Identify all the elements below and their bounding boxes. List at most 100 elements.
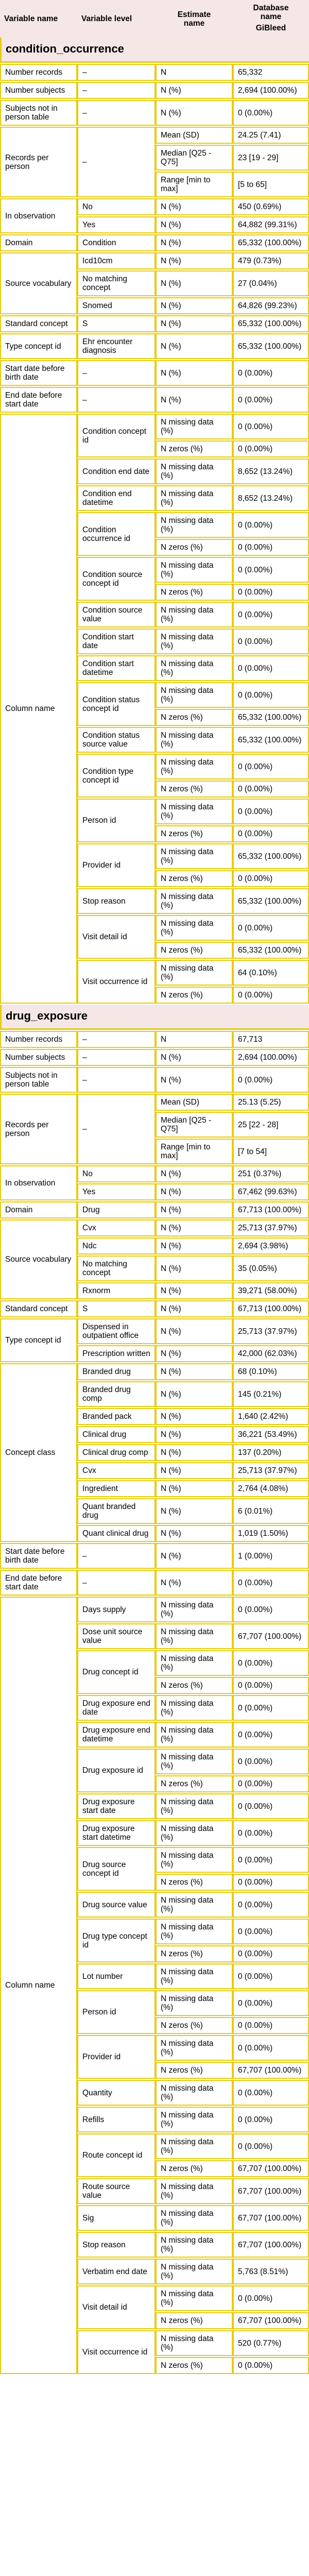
value-cell: 0 (0.00%) bbox=[233, 360, 309, 386]
estimate-name-cell: N zeros (%) bbox=[156, 942, 233, 959]
estimate-name-cell: N missing data (%) bbox=[156, 2232, 233, 2258]
estimate-name-cell: N (%) bbox=[156, 1543, 233, 1569]
table-row: Column name Condition concept id N missing… bbox=[0, 414, 309, 1004]
estimate-name-cell: N missing data (%) bbox=[156, 485, 233, 511]
table-row: Yes N (%) 67,462 (99.63%) bbox=[0, 1183, 309, 1200]
table-row: Drug exposure start date N missing data (… bbox=[0, 1793, 309, 1819]
estimate-name-cell: N (%) bbox=[156, 1300, 233, 1317]
value-cell: 0 (0.00%) bbox=[233, 602, 309, 628]
variable-level-cell: No matching concept bbox=[77, 1256, 156, 1281]
variable-name-cell: Domain bbox=[0, 1201, 77, 1218]
variable-level-cell: Condition occurrence id bbox=[77, 512, 156, 556]
variable-level-cell: Refills bbox=[77, 2107, 156, 2132]
value-cell: 25.13 (5.25) bbox=[233, 1094, 309, 1111]
section-header: condition_occurrence bbox=[0, 38, 309, 63]
value-cell: 67,462 (99.63%) bbox=[233, 1183, 309, 1200]
table-row: Drug source value N missing data (%) 0 (0.… bbox=[0, 1892, 309, 1918]
table-row: Condition start date N missing data (%) 0 … bbox=[0, 629, 309, 654]
table-row: Condition type concept id N missing data … bbox=[0, 754, 309, 798]
estimate-name-cell: N missing data (%) bbox=[156, 843, 233, 869]
variable-level-cell: – bbox=[77, 1031, 156, 1048]
estimate-name-cell: N zeros (%) bbox=[156, 1775, 233, 1792]
table-row: Condition source concept id N missing dat… bbox=[0, 557, 309, 601]
table-row: N zeros (%) 0 (0.00%) bbox=[0, 987, 309, 1004]
value-cell: 0 (0.00%) bbox=[233, 557, 309, 583]
table-row: Visit occurrence id N missing data (%) 520… bbox=[0, 2330, 309, 2374]
estimate-name-cell: N missing data (%) bbox=[156, 459, 233, 484]
value-cell: 65,332 (100.00%) bbox=[233, 843, 309, 869]
table-row: Yes N (%) 64,882 (99.31%) bbox=[0, 216, 309, 233]
variable-level-cell: Lot number bbox=[77, 1963, 156, 1989]
value-cell: 0 (0.00%) bbox=[233, 1892, 309, 1918]
variable-level-cell: Person id bbox=[77, 799, 156, 842]
value-cell: 0 (0.00%) bbox=[233, 1919, 309, 1944]
table-row: Number records – N 65,332 bbox=[0, 64, 309, 81]
database-name-spanner: Database name bbox=[253, 4, 289, 21]
variable-level-cell: Drug exposure start date bbox=[77, 1793, 156, 1819]
estimate-name-cell: N missing data (%) bbox=[156, 915, 233, 941]
variable-level-cell: No bbox=[77, 1165, 156, 1182]
value-cell: 42,000 (62.03%) bbox=[233, 1345, 309, 1362]
table-row: Median [Q25 - Q75] 25 [22 - 28] bbox=[0, 1112, 309, 1138]
value-cell: 67,707 (100.00%) bbox=[233, 1623, 309, 1649]
table-row: Drug exposure id N missing data (%) 0 (0.0… bbox=[0, 1749, 309, 1792]
variable-level-cell: Snomed bbox=[77, 297, 156, 314]
table-row: N zeros (%) 67,707 (100.00%) bbox=[0, 2062, 309, 2079]
table-sections: condition_occurrence Number records – N 65,3… bbox=[0, 38, 309, 2375]
table-row: Condition status source value N missing d… bbox=[0, 727, 309, 753]
table-row: Number records – N 67,713 bbox=[0, 1031, 309, 1048]
estimate-name-cell: N (%) bbox=[156, 270, 233, 296]
estimate-name-cell: N (%) bbox=[156, 1201, 233, 1218]
estimate-name-cell: N missing data (%) bbox=[156, 1597, 233, 1622]
variable-level-cell: Condition start date bbox=[77, 629, 156, 654]
estimate-name-cell: N (%) bbox=[156, 360, 233, 386]
estimate-name-cell: N (%) bbox=[156, 1570, 233, 1596]
variable-level-cell: Person id bbox=[77, 1990, 156, 2034]
table-row: Condition end date N missing data (%) 8,65… bbox=[0, 459, 309, 484]
estimate-name-cell: Mean (SD) bbox=[156, 127, 233, 144]
variable-level-cell: Visit occurrence id bbox=[77, 960, 156, 1004]
variable-level-cell: – bbox=[77, 1094, 156, 1164]
table-row: End date before start date – N (%) 0 (0.00%… bbox=[0, 387, 309, 413]
value-cell: 25,713 (37.97%) bbox=[233, 1219, 309, 1236]
section-table: Number records – N 65,332 Number subjects – N … bbox=[0, 63, 309, 1005]
estimate-name-cell: N (%) bbox=[156, 1462, 233, 1479]
estimate-name-cell: N zeros (%) bbox=[156, 2017, 233, 2034]
value-cell: 67,707 (100.00%) bbox=[233, 2232, 309, 2258]
value-cell: 0 (0.00%) bbox=[233, 100, 309, 126]
variable-level-cell: Quantity bbox=[77, 2080, 156, 2106]
table-row: N zeros (%) 65,332 (100.00%) bbox=[0, 709, 309, 726]
value-cell: 251 (0.37%) bbox=[233, 1165, 309, 1182]
table-row: End date before start date – N (%) 0 (0.00%… bbox=[0, 1570, 309, 1596]
value-cell: [7 to 54] bbox=[233, 1139, 309, 1164]
variable-level-cell: – bbox=[77, 387, 156, 413]
estimate-name-cell: N missing data (%) bbox=[156, 2330, 233, 2356]
value-cell: 0 (0.00%) bbox=[233, 2285, 309, 2311]
estimate-name-cell: N missing data (%) bbox=[156, 2205, 233, 2231]
estimate-name-cell: N (%) bbox=[156, 1067, 233, 1093]
value-cell: 67,707 (100.00%) bbox=[233, 2178, 309, 2204]
variable-level-cell: – bbox=[77, 64, 156, 81]
variable-name-cell: End date before start date bbox=[0, 1570, 77, 1596]
estimate-name-cell: N zeros (%) bbox=[156, 825, 233, 842]
value-cell: 0 (0.00%) bbox=[233, 1650, 309, 1676]
variable-level-cell: Provider id bbox=[77, 843, 156, 887]
variable-name-cell: Start date before birth date bbox=[0, 360, 77, 386]
table-row: Condition occurrence id N missing data (%… bbox=[0, 512, 309, 556]
estimate-name-cell: N (%) bbox=[156, 1256, 233, 1281]
value-cell: 23 [19 - 29] bbox=[233, 145, 309, 171]
estimate-name-cell: N (%) bbox=[156, 1408, 233, 1425]
value-cell: 137 (0.20%) bbox=[233, 1444, 309, 1461]
variable-name-cell: Type concept id bbox=[0, 1318, 77, 1362]
table-row: Condition status concept id N missing dat… bbox=[0, 682, 309, 726]
estimate-name-cell: N (%) bbox=[156, 1345, 233, 1362]
column-header-variable-level: Variable level bbox=[81, 14, 132, 23]
value-cell: 67,713 bbox=[233, 1031, 309, 1048]
estimate-name-cell: N zeros (%) bbox=[156, 781, 233, 798]
estimate-name-cell: N missing data (%) bbox=[156, 1820, 233, 1846]
estimate-name-cell: N missing data (%) bbox=[156, 602, 233, 628]
variable-level-cell: Quant clinical drug bbox=[77, 1525, 156, 1542]
value-cell: 25,713 (37.97%) bbox=[233, 1318, 309, 1344]
table-row: Quant clinical drug N (%) 1,019 (1.50%) bbox=[0, 1525, 309, 1542]
estimate-name-cell: N missing data (%) bbox=[156, 1650, 233, 1676]
